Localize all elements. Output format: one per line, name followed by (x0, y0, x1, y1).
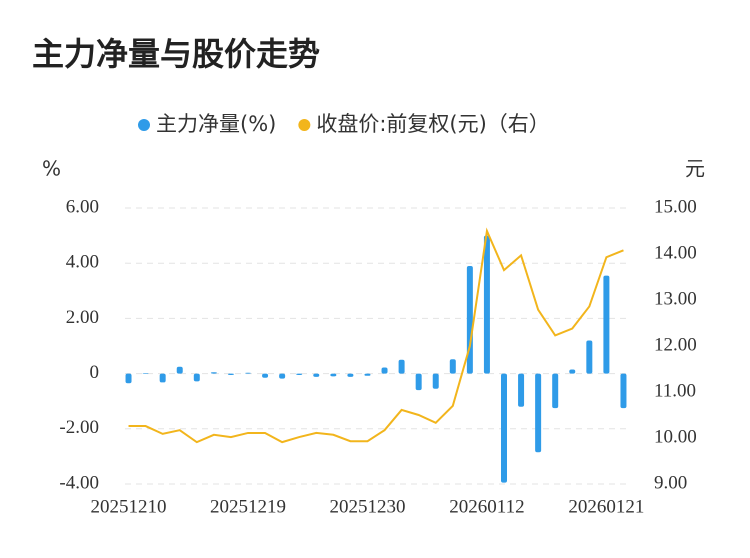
bar (569, 369, 576, 374)
bar (262, 373, 269, 378)
y2-tick-label: 15.00 (654, 196, 697, 217)
bar (432, 373, 439, 389)
bar (501, 373, 507, 483)
x-tick-label: 20251219 (210, 496, 286, 517)
legend-marker (138, 119, 150, 131)
bar (586, 340, 593, 374)
bar (313, 373, 320, 377)
price-line (128, 227, 624, 444)
x-tick-label: 20251210 (91, 496, 167, 517)
bar (398, 359, 405, 374)
bar (483, 235, 490, 374)
y-tick-label: -2.00 (59, 417, 99, 438)
bar (603, 275, 610, 374)
bar (518, 373, 525, 407)
bar (125, 373, 132, 384)
bar (347, 373, 354, 377)
bar (364, 373, 371, 376)
bar (142, 373, 149, 374)
chart-title: 主力净量与股价走势 (32, 35, 320, 73)
y-tick-label: 6.00 (66, 196, 99, 217)
y2-tick-label: 11.00 (654, 380, 696, 401)
bar (210, 372, 217, 374)
bar (193, 373, 200, 382)
bar (449, 359, 456, 374)
y2-tick-label: 10.00 (654, 426, 697, 447)
y-tick-label: 0 (90, 362, 100, 383)
bar (159, 373, 166, 383)
bar (466, 265, 473, 374)
legend-label: 收盘价:前复权(元)（右） (316, 112, 549, 136)
bar (535, 373, 542, 453)
y-tick-label: -4.00 (59, 472, 99, 493)
y2-tick-label: 9.00 (654, 472, 687, 493)
bar (296, 373, 303, 375)
bar (245, 372, 251, 374)
y-tick-label: 2.00 (66, 307, 99, 328)
x-tick-label: 20260112 (449, 496, 524, 517)
y2-tick-label: 14.00 (654, 242, 697, 263)
y2-tick-label: 12.00 (654, 334, 697, 355)
x-tick-label: 20251230 (329, 496, 405, 517)
x-tick-label: 20260121 (568, 496, 644, 517)
y-tick-label: 4.00 (66, 252, 99, 273)
legend-marker (298, 119, 311, 131)
bar (552, 373, 559, 409)
bar (227, 373, 234, 375)
legend-label: 主力净量(%) (156, 112, 276, 136)
bar (415, 373, 422, 391)
y-unit: % (42, 157, 61, 181)
bar (381, 367, 388, 374)
y2-unit: 元 (685, 157, 705, 181)
y2-tick-label: 13.00 (654, 288, 697, 309)
bar (176, 366, 183, 374)
bar (279, 373, 286, 379)
bar (620, 373, 627, 409)
bar (330, 373, 337, 377)
